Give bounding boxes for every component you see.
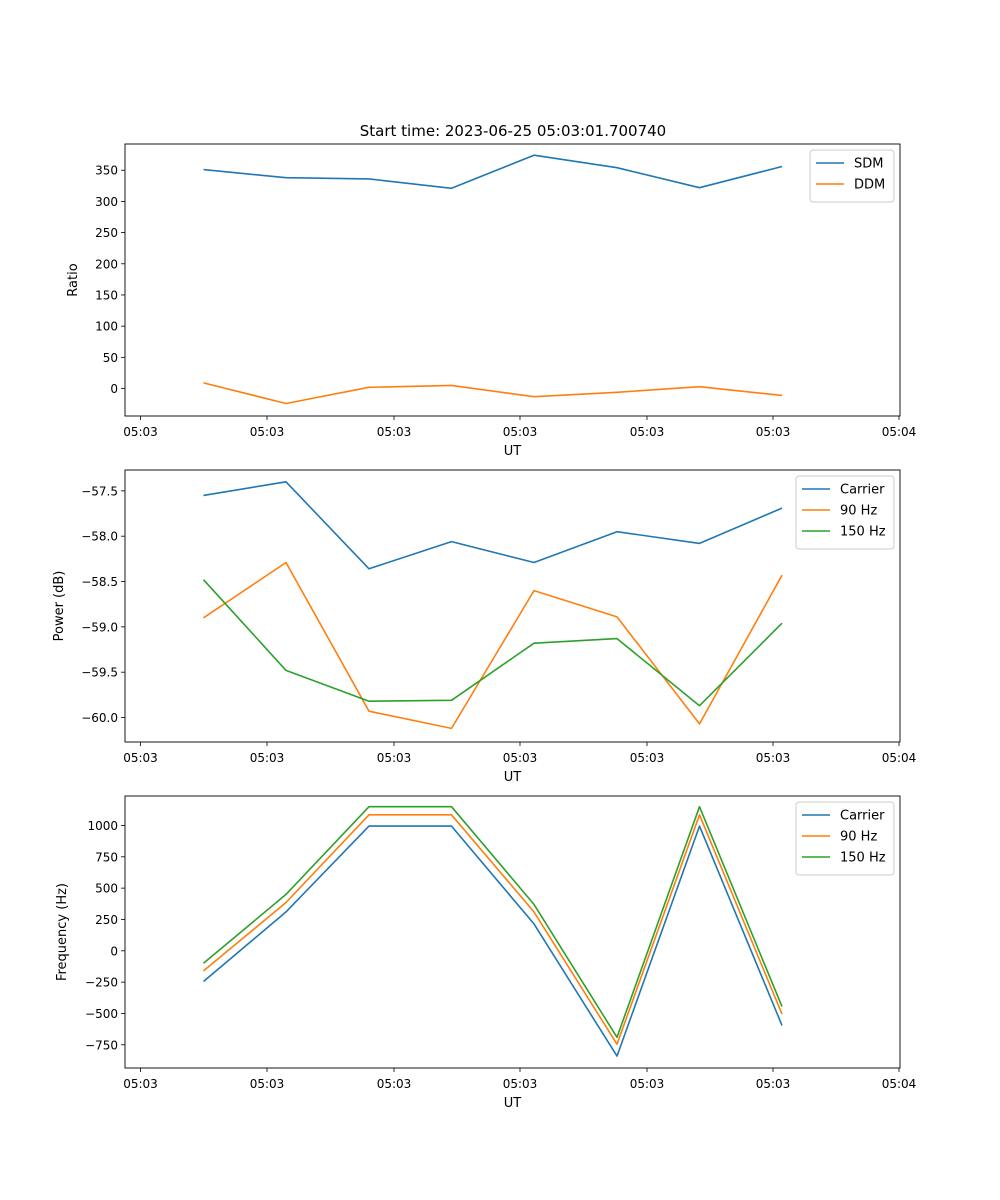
legend: SDM DDM — [809, 149, 895, 203]
y-tick-label: 150 — [95, 288, 118, 302]
x-tick-label: 05:03 — [630, 751, 665, 765]
y-tick-label: −58.0 — [81, 530, 118, 544]
panel-1: 0 50 100 150 200 250 300 350 05:03 05:03 05:03 05:0… — [66, 143, 917, 459]
x-tick-label: 05:03 — [377, 1077, 412, 1091]
y-tick-label: 250 — [95, 913, 118, 927]
x-tick-label: 05:03 — [503, 425, 538, 439]
plot-frame — [124, 143, 901, 417]
y-tick-label: 300 — [95, 195, 118, 209]
x-tick-label: 05:03 — [503, 1077, 538, 1091]
y-tick-label: 750 — [95, 850, 118, 864]
panel-3: −750 −500 −250 0 250 500 750 1000 05:03 05:03 05:0… — [55, 795, 917, 1111]
legend-label: 150 Hz — [840, 851, 886, 866]
x-tick-label: 05:03 — [503, 751, 538, 765]
y-tick-label: 100 — [95, 320, 118, 334]
y-axis-label: Ratio — [66, 263, 81, 296]
series-line-ddm — [203, 382, 783, 405]
x-tick-label: 05:04 — [882, 1077, 917, 1091]
y-tick-label: −60.0 — [81, 711, 118, 725]
y-tick-label: 0 — [110, 944, 118, 958]
x-tick-label: 05:03 — [250, 1077, 285, 1091]
x-tick-label: 05:03 — [756, 425, 791, 439]
y-tick-label: 1000 — [87, 819, 118, 833]
y-tick-label: 200 — [95, 257, 118, 271]
y-tick-label: −500 — [85, 1007, 118, 1021]
y-tick-label: 500 — [95, 882, 118, 896]
series-line-carrier — [203, 480, 783, 570]
series-line-90-hz — [203, 561, 783, 730]
legend: Carrier 90 Hz 150 Hz — [795, 801, 895, 876]
panel-2: −57.5 −58.0 −58.5 −59.0 −59.5 −60.0 05:03 05:03… — [52, 469, 917, 785]
x-axis-label: UT — [504, 444, 522, 459]
legend-label: SDM — [854, 157, 883, 172]
legend-label: Carrier — [840, 483, 885, 498]
x-axis-label: UT — [504, 1096, 522, 1111]
y-tick-label: 0 — [110, 382, 118, 396]
plot-frame — [124, 795, 901, 1069]
y-tick-label: −250 — [85, 976, 118, 990]
x-tick-label: 05:03 — [250, 425, 285, 439]
legend-label: DDM — [854, 178, 885, 193]
y-tick-label: 250 — [95, 226, 118, 240]
series-line-sdm — [203, 154, 783, 190]
plot-frame — [124, 469, 901, 743]
figure-title: Start time: 2023-06-25 05:03:01.700740 — [360, 122, 666, 140]
y-tick-label: −750 — [85, 1038, 118, 1052]
x-tick-label: 05:03 — [630, 425, 665, 439]
legend-label: 90 Hz — [840, 504, 877, 519]
x-tick-label: 05:03 — [250, 751, 285, 765]
series-line-carrier — [202, 825, 783, 1057]
x-tick-label: 05:03 — [756, 751, 791, 765]
x-tick-label: 05:03 — [123, 751, 158, 765]
y-tick-label: −58.5 — [81, 575, 118, 589]
legend-label: 150 Hz — [840, 525, 886, 540]
y-tick-label: −59.0 — [81, 620, 118, 634]
series-line-150-hz — [202, 579, 783, 707]
y-axis-label: Frequency (Hz) — [55, 883, 70, 981]
legend: Carrier 90 Hz 150 Hz — [795, 475, 895, 550]
y-axis-label: Power (dB) — [52, 571, 67, 642]
series-line-90-hz — [202, 813, 783, 1045]
x-tick-label: 05:03 — [377, 751, 412, 765]
x-tick-label: 05:03 — [630, 1077, 665, 1091]
y-tick-label: 50 — [103, 351, 118, 365]
x-tick-label: 05:03 — [756, 1077, 791, 1091]
y-tick-label: 350 — [95, 164, 118, 178]
x-axis-label: UT — [504, 770, 522, 785]
x-tick-label: 05:04 — [882, 751, 917, 765]
panels: 0 50 100 150 200 250 300 350 05:03 05:03 05:03 05:0… — [52, 143, 917, 1111]
series-line-150-hz — [202, 805, 783, 1039]
x-tick-label: 05:03 — [377, 425, 412, 439]
legend-label: 90 Hz — [840, 830, 877, 845]
y-tick-label: −59.5 — [81, 666, 118, 680]
x-tick-label: 05:03 — [123, 1077, 158, 1091]
y-tick-label: −57.5 — [81, 484, 118, 498]
x-tick-label: 05:04 — [882, 425, 917, 439]
legend-label: Carrier — [840, 809, 885, 824]
x-tick-label: 05:03 — [123, 425, 158, 439]
